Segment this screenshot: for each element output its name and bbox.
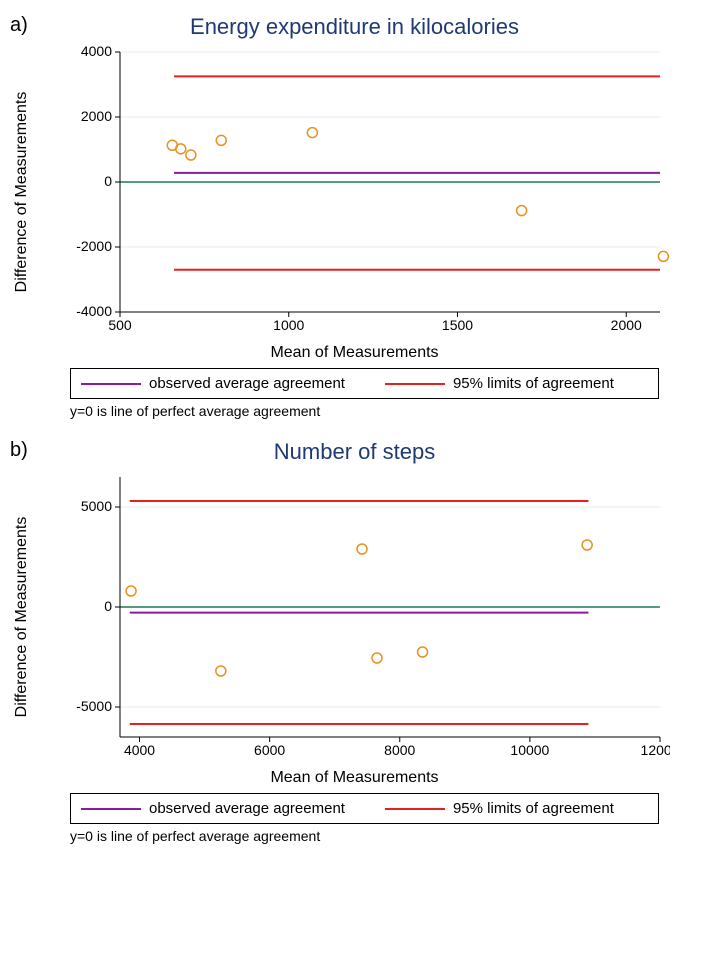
panel-b-ylabel: Difference of Measurements [13, 517, 31, 718]
panel-b-letter: b) [10, 439, 28, 462]
panel-a-plot-wrap: Difference of Measurements 5001000150020… [70, 42, 679, 342]
svg-text:2000: 2000 [81, 108, 112, 124]
legend-item: 95% limits of agreement [385, 800, 614, 817]
svg-text:1500: 1500 [442, 317, 473, 333]
legend-line [81, 383, 141, 385]
legend-item: observed average agreement [81, 375, 345, 392]
legend-line [385, 808, 445, 810]
legend-item: 95% limits of agreement [385, 375, 614, 392]
legend-label: 95% limits of agreement [453, 375, 614, 392]
svg-text:-4000: -4000 [76, 303, 112, 319]
panel-a: a) Energy expenditure in kilocalories Di… [10, 14, 699, 419]
panel-a-legend: observed average agreement 95% limits of … [70, 368, 659, 399]
svg-text:12000: 12000 [641, 742, 670, 758]
panel-b-plot: 4000 6000 8000 10000 12000 -5000 0 5000 [70, 467, 670, 767]
legend-line [81, 808, 141, 810]
svg-text:-2000: -2000 [76, 238, 112, 254]
svg-text:10000: 10000 [510, 742, 549, 758]
panel-a-title: Energy expenditure in kilocalories [10, 14, 699, 40]
svg-text:-5000: -5000 [76, 698, 112, 714]
svg-text:4000: 4000 [124, 742, 155, 758]
panel-b-xlabel: Mean of Measurements [10, 769, 699, 787]
panel-b-caption: y=0 is line of perfect average agreement [70, 828, 699, 844]
svg-text:4000: 4000 [81, 43, 112, 59]
legend-label: observed average agreement [149, 800, 345, 817]
svg-text:0: 0 [104, 173, 112, 189]
svg-text:8000: 8000 [384, 742, 415, 758]
legend-label: 95% limits of agreement [453, 800, 614, 817]
svg-text:500: 500 [108, 317, 132, 333]
panel-b-plot-wrap: Difference of Measurements 4000600080001… [70, 467, 679, 767]
svg-text:2000: 2000 [611, 317, 642, 333]
panel-a-xlabel: Mean of Measurements [10, 344, 699, 362]
svg-text:5000: 5000 [81, 498, 112, 514]
panel-b-legend: observed average agreement 95% limits of … [70, 793, 659, 824]
panel-a-letter: a) [10, 14, 28, 37]
panel-a-ylabel: Difference of Measurements [13, 92, 31, 293]
svg-text:6000: 6000 [254, 742, 285, 758]
panel-b-title: Number of steps [10, 439, 699, 465]
legend-item: observed average agreement [81, 800, 345, 817]
legend-line [385, 383, 445, 385]
svg-text:0: 0 [104, 598, 112, 614]
panel-a-caption: y=0 is line of perfect average agreement [70, 403, 699, 419]
svg-text:1000: 1000 [273, 317, 304, 333]
legend-label: observed average agreement [149, 375, 345, 392]
panel-b: b) Number of steps Difference of Measure… [10, 439, 699, 844]
panel-a-plot: 500 1000 1500 2000 -4000 -2000 0 2000 4000 [70, 42, 670, 342]
